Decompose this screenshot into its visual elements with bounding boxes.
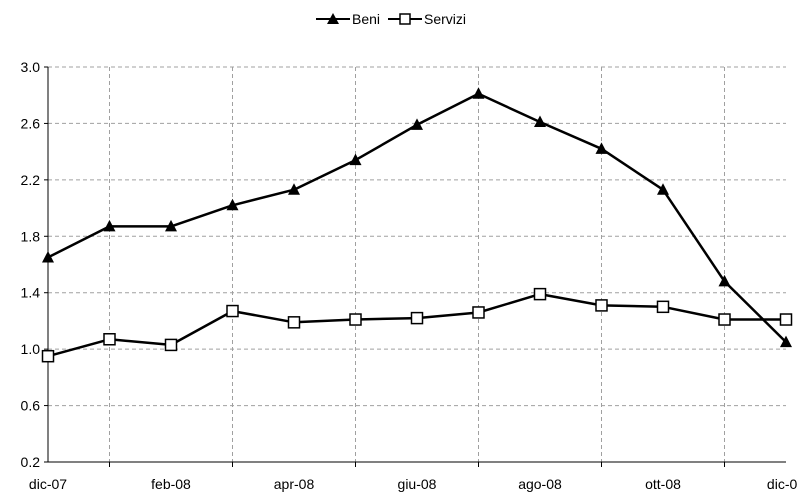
- legend-servizi-label: Servizi: [424, 11, 466, 27]
- data-point-beni: [226, 198, 239, 211]
- data-point-servizi: [164, 338, 178, 352]
- data-point-servizi: [533, 287, 547, 301]
- data-point-beni: [288, 183, 300, 195]
- y-tick-label: 2.2: [21, 172, 41, 188]
- data-point-beni: [780, 335, 792, 348]
- data-point-beni: [42, 250, 54, 263]
- data-point-beni: [349, 153, 362, 166]
- data-point-beni: [472, 87, 485, 99]
- data-point-servizi: [779, 313, 793, 326]
- y-tick-label: 1.8: [21, 228, 41, 244]
- data-point-servizi: [226, 304, 239, 318]
- legend-servizi-marker: [399, 13, 411, 25]
- data-point-beni: [718, 274, 731, 287]
- data-point-servizi: [410, 311, 424, 325]
- series-servizi: [41, 287, 793, 363]
- data-point-beni: [103, 219, 116, 232]
- x-tick-label: dic-07: [29, 476, 67, 492]
- y-tick-label: 0.2: [21, 454, 41, 470]
- data-point-servizi: [718, 313, 731, 326]
- series-layer: [41, 87, 793, 363]
- data-point-servizi: [103, 333, 116, 346]
- series-line-servizi: [47, 292, 786, 358]
- x-tick-label: dic-08: [767, 476, 797, 492]
- y-axis-ticks: 0.2 0.6 1.0 1.4 1.8 2.2 2.6 3.0: [21, 59, 48, 470]
- y-tick-label: 1.0: [21, 341, 41, 357]
- data-point-beni: [595, 142, 608, 154]
- legend: Beni Servizi: [316, 11, 466, 27]
- x-tick-label: giu-08: [398, 476, 437, 492]
- data-point-servizi: [595, 299, 608, 312]
- x-tick-label: ott-08: [645, 476, 681, 492]
- data-point-servizi: [656, 300, 670, 314]
- y-tick-label: 3.0: [21, 59, 41, 75]
- y-tick-label: 1.4: [21, 285, 41, 301]
- x-axis-ticks: dic-07 feb-08 apr-08 giu-08 ago-08 ott-08 dic-…: [29, 462, 797, 492]
- data-point-servizi: [41, 349, 55, 363]
- x-tick-label: feb-08: [151, 476, 191, 492]
- x-tick-label: ago-08: [518, 476, 562, 492]
- axes: [47, 67, 786, 463]
- data-point-beni: [165, 219, 177, 232]
- y-tick-label: 0.6: [21, 398, 41, 414]
- series-line-beni: [47, 92, 787, 343]
- data-point-beni: [534, 115, 546, 128]
- legend-beni-marker: [327, 13, 339, 24]
- y-tick-label: 2.6: [21, 115, 41, 131]
- x-tick-label: apr-08: [274, 476, 315, 492]
- series-beni: [42, 87, 792, 348]
- legend-beni-label: Beni: [352, 11, 380, 27]
- data-point-servizi: [349, 313, 362, 326]
- data-point-servizi: [287, 316, 301, 329]
- data-point-beni: [411, 118, 423, 130]
- data-point-beni: [657, 183, 669, 195]
- data-point-servizi: [472, 306, 485, 319]
